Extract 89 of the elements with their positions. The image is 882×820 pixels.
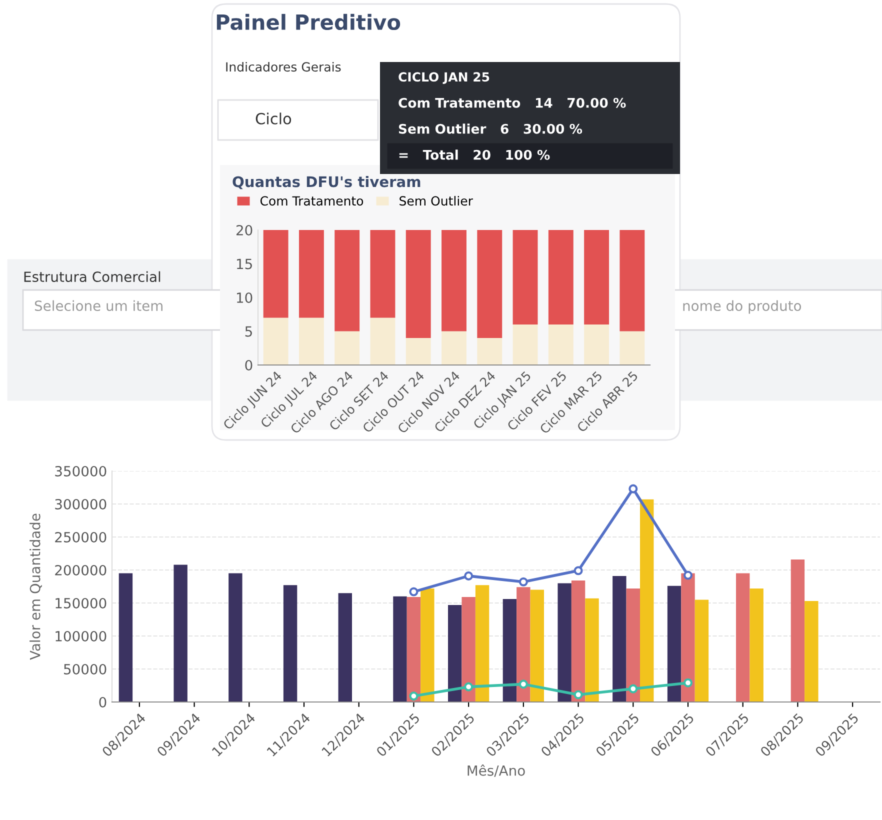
bar xyxy=(585,598,599,702)
text: Sem Outlier 6 30.00 % xyxy=(398,124,582,134)
bar xyxy=(370,230,396,318)
bar xyxy=(370,318,396,365)
bar xyxy=(640,499,654,702)
point xyxy=(574,566,583,576)
bar xyxy=(750,588,764,702)
text: Com Tratamento 14 70.00 % xyxy=(398,98,626,108)
text: nome do produto xyxy=(683,300,802,314)
bar xyxy=(681,573,695,702)
y-tick-label: 100000 xyxy=(56,630,106,642)
y-tick-label: 50000 xyxy=(64,664,106,674)
bar xyxy=(406,230,431,338)
bar xyxy=(558,583,572,702)
bar xyxy=(584,324,610,365)
bar xyxy=(694,600,709,702)
bar xyxy=(475,585,490,702)
point xyxy=(518,577,528,586)
y-tick-label: 15 xyxy=(236,258,252,270)
bar xyxy=(393,596,407,702)
text: Indicadores Gerais xyxy=(226,62,341,72)
y-tick-label: 300000 xyxy=(55,498,106,510)
y-tick-label: 20 xyxy=(236,224,252,236)
y-tick-label: 250000 xyxy=(55,532,106,542)
bar xyxy=(462,597,476,702)
bar xyxy=(512,230,538,324)
text: = Total 20 100 % xyxy=(399,150,550,160)
point xyxy=(574,690,583,700)
text: Painel Preditivo xyxy=(216,14,400,30)
text: CICLO JAN 25 xyxy=(398,72,490,84)
bar xyxy=(174,564,188,702)
bar xyxy=(548,230,574,324)
bar xyxy=(442,230,466,332)
y-tick-label: 5 xyxy=(245,326,252,337)
bar xyxy=(584,230,610,324)
bar xyxy=(512,324,538,365)
bar xyxy=(118,573,133,702)
bar xyxy=(334,230,360,332)
bar xyxy=(283,585,298,702)
bar xyxy=(442,331,466,365)
bar xyxy=(502,599,517,702)
bar xyxy=(620,331,645,365)
bar xyxy=(406,338,431,365)
y-tick-label: 10 xyxy=(236,292,252,303)
legend-label: Sem Outlier xyxy=(400,196,473,206)
point xyxy=(409,587,418,596)
bar xyxy=(612,576,626,702)
y-tick-label: 0 xyxy=(99,696,106,708)
point xyxy=(409,692,418,701)
point xyxy=(683,570,693,580)
bar xyxy=(571,580,586,702)
bar xyxy=(790,559,805,702)
bar xyxy=(477,230,502,338)
y-tick-label: 0 xyxy=(245,360,252,370)
bar xyxy=(620,230,645,332)
bar xyxy=(298,230,324,318)
text: Selecione um item xyxy=(34,300,162,312)
point xyxy=(628,484,638,494)
bar xyxy=(298,318,324,365)
point xyxy=(464,682,474,692)
bar xyxy=(667,586,682,702)
bar xyxy=(420,588,434,702)
point xyxy=(464,571,474,580)
bar xyxy=(228,573,242,702)
bar xyxy=(406,597,421,702)
x-axis-title: Mês/Ano xyxy=(468,764,525,777)
y-tick-label: 350000 xyxy=(55,466,106,476)
bar xyxy=(448,604,462,702)
text: Estrutura Comercial xyxy=(24,271,160,282)
bar xyxy=(736,573,750,702)
chart-title: Quantas DFU's tiveram xyxy=(232,176,420,190)
bar xyxy=(548,324,574,365)
point xyxy=(628,684,638,694)
point xyxy=(518,680,528,689)
y-tick-label: 200000 xyxy=(55,564,106,576)
bar xyxy=(516,587,530,702)
y-tick-label: 150000 xyxy=(56,598,106,608)
bar xyxy=(626,588,640,702)
point xyxy=(683,678,693,688)
bar xyxy=(334,331,360,365)
bar xyxy=(477,338,502,365)
text: Ciclo xyxy=(256,112,292,124)
legend-label: Com Tratamento xyxy=(260,196,364,206)
bar xyxy=(338,593,352,702)
bar xyxy=(263,318,288,365)
bar xyxy=(804,601,818,702)
bar xyxy=(263,230,288,318)
bar xyxy=(530,590,544,702)
y-axis-title: Valor em Quantidade xyxy=(30,514,42,660)
